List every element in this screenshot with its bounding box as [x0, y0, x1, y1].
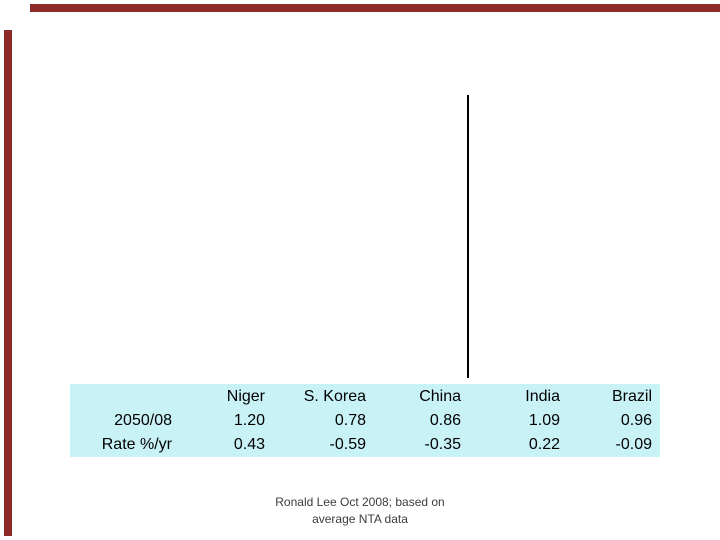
row-label-rate: Rate %/yr	[101, 436, 172, 453]
table-cell: 0.86	[429, 412, 461, 429]
vertical-divider-line	[467, 95, 469, 378]
table-cell: 0.22	[528, 436, 560, 453]
table-cell: -0.35	[424, 436, 461, 453]
table-header-skorea: S. Korea	[303, 387, 366, 405]
table-header-empty	[70, 384, 180, 409]
table-cell: 1.20	[233, 412, 265, 429]
slide-accent-bar-top	[30, 4, 720, 12]
table-header-niger: Niger	[226, 387, 265, 405]
attribution-caption: Ronald Lee Oct 2008; based on average NT…	[160, 494, 560, 528]
table-header-india: India	[525, 387, 560, 405]
caption-line-1: Ronald Lee Oct 2008; based on	[275, 495, 445, 509]
table-header-china: China	[419, 387, 461, 405]
table-cell: 0.78	[334, 412, 366, 429]
table-cell: 0.43	[233, 436, 265, 453]
table-cell: -0.59	[329, 436, 366, 453]
table-cell: 0.96	[620, 412, 652, 429]
table-cell: 1.09	[528, 412, 560, 429]
data-table: Niger S. Korea China India Brazil 2050/0…	[70, 384, 660, 457]
slide-accent-bar-left	[4, 30, 12, 536]
row-label-ratio: 2050/08	[114, 412, 172, 429]
table-cell: -0.09	[615, 436, 652, 453]
table-header-brazil: Brazil	[611, 387, 652, 405]
caption-line-2: average NTA data	[312, 512, 408, 526]
